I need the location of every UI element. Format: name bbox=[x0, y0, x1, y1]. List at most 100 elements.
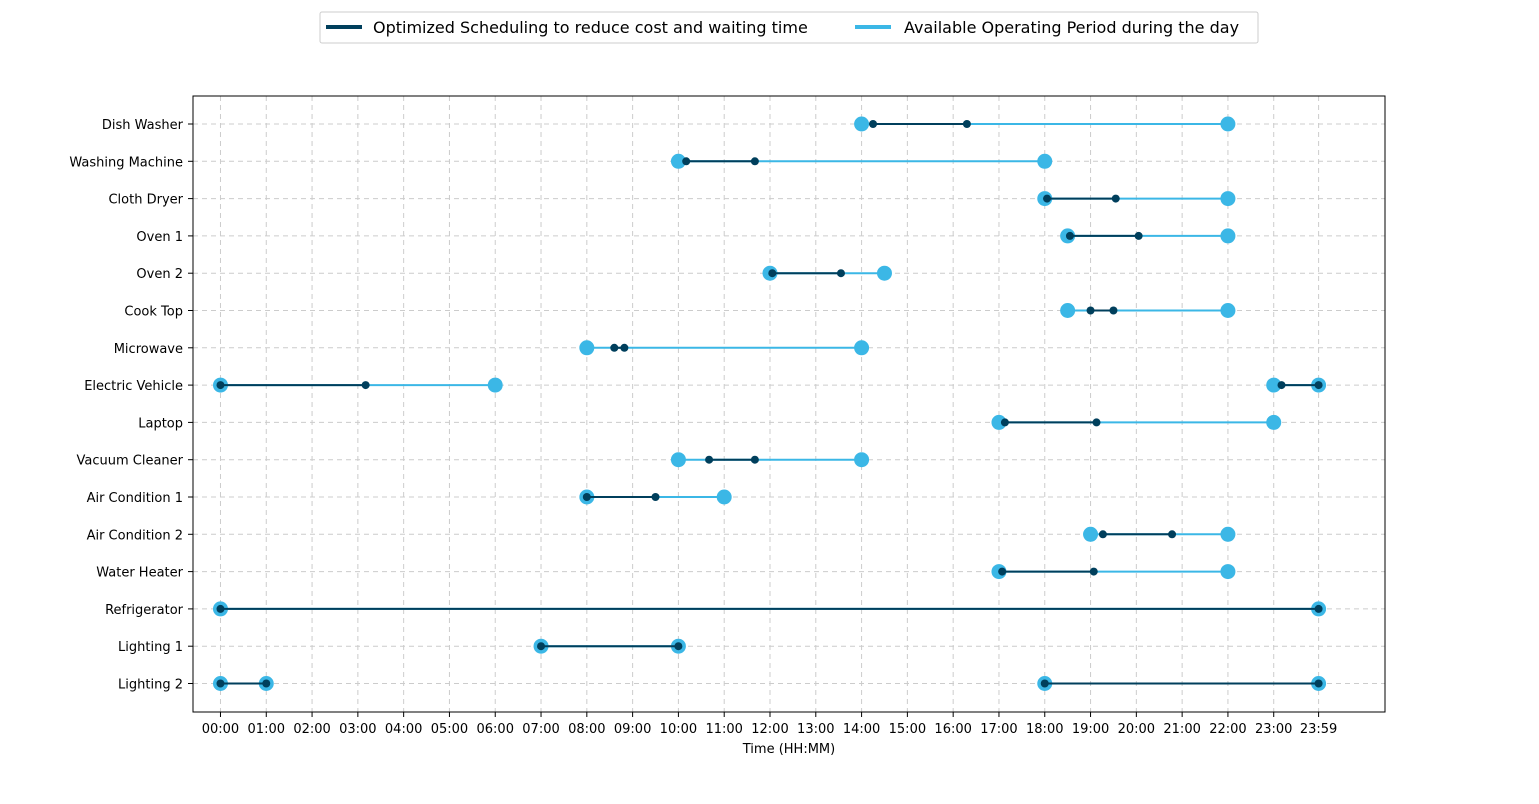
available-end-point bbox=[854, 452, 870, 468]
x-tick-label: 13:00 bbox=[797, 722, 834, 737]
grid bbox=[193, 96, 1385, 712]
scheduled-start-point bbox=[998, 567, 1007, 576]
available-end-point bbox=[487, 377, 503, 393]
x-tick-label: 06:00 bbox=[477, 722, 514, 737]
available-end-point bbox=[1266, 414, 1282, 430]
x-tick-label: 23:00 bbox=[1255, 722, 1292, 737]
y-tick-label: Washing Machine bbox=[69, 155, 183, 170]
scheduled-end-point bbox=[1168, 530, 1177, 539]
available-end-point bbox=[854, 340, 870, 356]
x-tick-label: 22:00 bbox=[1209, 722, 1246, 737]
legend-label-optimized: Optimized Scheduling to reduce cost and … bbox=[373, 18, 808, 37]
y-tick-label: Air Condition 2 bbox=[87, 528, 183, 543]
scheduled-start-point bbox=[768, 269, 777, 278]
available-end-point bbox=[1220, 191, 1236, 207]
scheduled-end-point bbox=[1109, 306, 1118, 315]
available-end-point bbox=[1037, 153, 1053, 169]
y-tick-label: Water Heater bbox=[96, 566, 183, 581]
scheduled-start-point bbox=[216, 604, 225, 613]
scheduled-end-point bbox=[1089, 567, 1098, 576]
scheduled-start-point bbox=[1043, 194, 1052, 203]
y-tick-label: Oven 1 bbox=[136, 230, 183, 245]
x-tick-label: 04:00 bbox=[385, 722, 422, 737]
x-tick-label: 23:59 bbox=[1300, 722, 1337, 737]
x-tick-label: 15:00 bbox=[889, 722, 926, 737]
scheduled-start-point bbox=[1000, 418, 1009, 427]
x-tick-label: 03:00 bbox=[339, 722, 376, 737]
scheduled-start-point bbox=[1040, 679, 1049, 688]
scheduled-start-point bbox=[216, 381, 225, 390]
available-start-point bbox=[991, 414, 1007, 430]
scheduled-end-point bbox=[674, 642, 683, 651]
available-start-point bbox=[579, 340, 595, 356]
x-tick-label: 21:00 bbox=[1163, 722, 1200, 737]
scheduled-end-point bbox=[1314, 381, 1323, 390]
x-tick-label: 02:00 bbox=[293, 722, 330, 737]
scheduled-end-point bbox=[750, 455, 759, 464]
legend: Optimized Scheduling to reduce cost and … bbox=[319, 11, 1259, 44]
x-tick-label: 18:00 bbox=[1026, 722, 1063, 737]
scheduled-start-point bbox=[537, 642, 546, 651]
legend-frame bbox=[319, 11, 1259, 44]
available-end-point bbox=[1220, 526, 1236, 542]
x-tick-label: 17:00 bbox=[980, 722, 1017, 737]
scheduled-end-point bbox=[651, 493, 660, 501]
y-tick-label: Microwave bbox=[114, 342, 183, 357]
available-end-point bbox=[876, 265, 892, 281]
scheduled-start-point bbox=[582, 493, 591, 501]
available-start-point bbox=[854, 116, 870, 132]
scheduled-end-point bbox=[361, 381, 370, 390]
available-start-point bbox=[670, 153, 686, 169]
scheduled-end-point bbox=[836, 269, 845, 278]
available-end-point bbox=[716, 489, 732, 505]
y-tick-label: Lighting 2 bbox=[118, 678, 183, 693]
x-tick-label: 07:00 bbox=[522, 722, 559, 737]
x-tick-label: 08:00 bbox=[568, 722, 605, 737]
y-tick-label: Dish Washer bbox=[102, 118, 184, 133]
x-axis: 00:00 01:00 02:00 03:00 04:00 05:00 06:00 07:00… bbox=[202, 712, 1337, 737]
scheduled-start-point bbox=[869, 120, 878, 128]
y-tick-label: Cook Top bbox=[124, 305, 183, 320]
y-tick-label: Refrigerator bbox=[105, 603, 184, 618]
scheduled-start-point bbox=[1065, 231, 1074, 240]
scheduled-end-point bbox=[620, 343, 629, 352]
plot-marks bbox=[212, 116, 1327, 691]
scheduled-start-point bbox=[610, 343, 619, 352]
x-tick-label: 12:00 bbox=[751, 722, 788, 737]
scheduled-end-point bbox=[962, 120, 971, 128]
scheduled-end-point bbox=[750, 157, 759, 166]
available-start-point bbox=[1266, 377, 1282, 393]
y-tick-label: Cloth Dryer bbox=[108, 193, 183, 208]
y-tick-label: Oven 2 bbox=[136, 267, 183, 282]
scheduled-start-point bbox=[705, 455, 714, 464]
scheduled-start-point bbox=[1098, 530, 1107, 539]
x-tick-label: 05:00 bbox=[431, 722, 468, 737]
scheduled-end-point bbox=[262, 679, 271, 688]
y-tick-label: Electric Vehicle bbox=[84, 379, 183, 394]
available-end-point bbox=[1220, 116, 1236, 132]
available-start-point bbox=[1083, 526, 1099, 542]
y-tick-label: Air Condition 1 bbox=[87, 491, 183, 506]
x-tick-label: 20:00 bbox=[1118, 722, 1155, 737]
plot-frame bbox=[192, 95, 1386, 713]
scheduled-start-point bbox=[1086, 306, 1095, 315]
x-axis-label: Time (HH:MM) bbox=[742, 742, 835, 757]
x-tick-label: 11:00 bbox=[705, 722, 742, 737]
available-end-point bbox=[1220, 303, 1236, 318]
x-tick-label: 14:00 bbox=[843, 722, 880, 737]
scheduled-start-point bbox=[216, 679, 225, 688]
available-start-point bbox=[1060, 303, 1076, 318]
available-end-point bbox=[1220, 228, 1236, 244]
y-axis: Dish Washer Washing Machine Cloth Dryer Ove… bbox=[69, 118, 193, 693]
available-start-point bbox=[670, 452, 686, 468]
x-tick-label: 00:00 bbox=[202, 722, 239, 737]
scheduled-end-point bbox=[1092, 418, 1101, 427]
x-tick-label: 19:00 bbox=[1072, 722, 1109, 737]
scheduled-start-point bbox=[682, 157, 691, 166]
x-tick-label: 01:00 bbox=[248, 722, 285, 737]
y-tick-label: Vacuum Cleaner bbox=[76, 454, 183, 469]
scheduled-start-point bbox=[1277, 381, 1286, 390]
scheduled-end-point bbox=[1111, 194, 1120, 203]
